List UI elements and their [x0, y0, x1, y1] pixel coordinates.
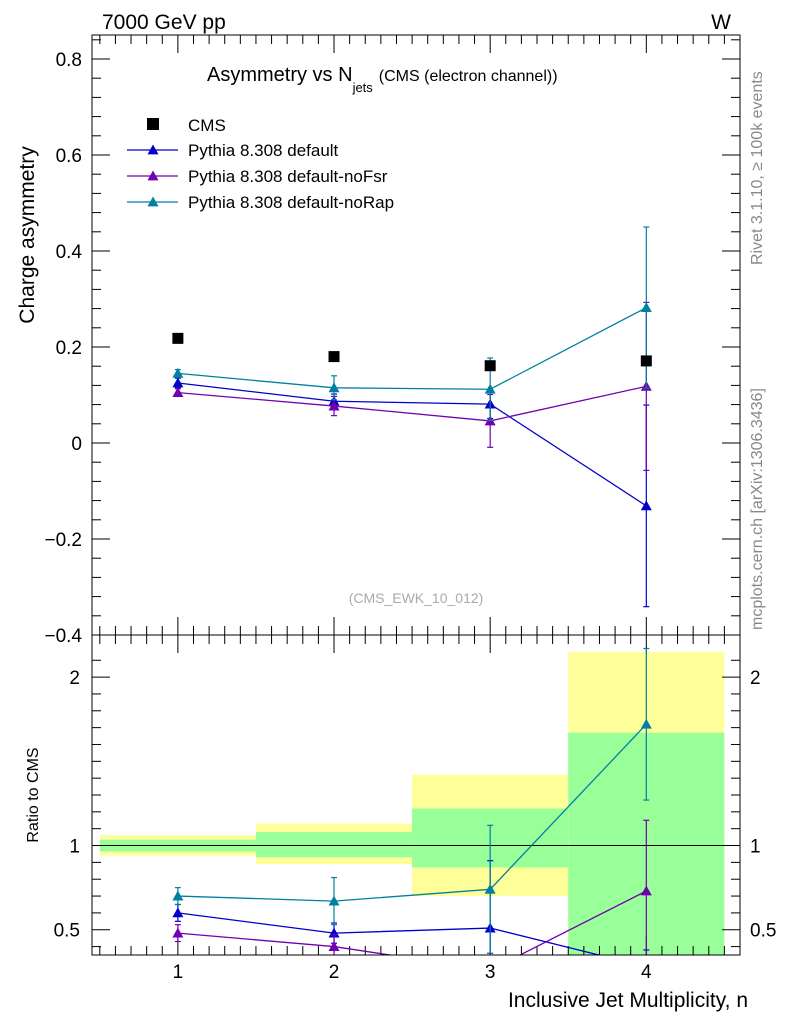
pythia-8-308-default-norap-point — [172, 367, 184, 378]
legend-cms-label: CMS — [188, 116, 226, 135]
ratio-pythia-8-308-default-norap-point — [640, 718, 652, 729]
ratio-pythia-8-308-default-norap-point — [328, 895, 340, 906]
mcplots-reference-label: mcplots.cern.ch [arXiv:1306.3436] — [749, 388, 766, 630]
pythia-8-308-default-norap-point — [640, 302, 652, 313]
plot-title-subscript: jets — [352, 80, 374, 95]
cms-data-point — [640, 355, 652, 367]
top-y-tick-label: 0.6 — [56, 146, 82, 167]
bottom-x-tick-labels: 1 2 3 4 — [173, 962, 652, 983]
bottom-plot-frame — [91, 634, 741, 956]
legend-pythia-8-308-default-label: Pythia 8.308 default — [188, 141, 339, 160]
ratio-plot: 0.5 0.5 1 1 2 2 1 2 3 4 Ratio to CMS Inclusive J… — [25, 634, 777, 1012]
plot-title-tail: (CMS (electron channel)) — [379, 68, 558, 85]
ratio-pythia-8-308-default-nofsr-point — [640, 885, 652, 896]
pythia-8-308-default-nofsr-point — [172, 387, 184, 397]
cms-data-point — [484, 360, 496, 372]
uncertainty-band-stat — [255, 832, 413, 858]
bottom-series-group — [172, 647, 652, 955]
ratio-pythia-8-308-default-line — [177, 912, 602, 955]
legend: CMS Pythia 8.308 default Pythia 8.308 defa… — [127, 116, 394, 212]
legend-pythia-8-308-default-norap-marker — [147, 196, 159, 207]
bottom-y-tick-label-right: 1 — [750, 837, 761, 858]
cms-data-point — [172, 332, 184, 344]
top-y-tick-label: −0.4 — [44, 626, 82, 647]
pythia-8-308-default-nofsr-point — [328, 400, 340, 411]
cms-data-point — [328, 351, 340, 363]
ratio-pythia-8-308-default-norap-point — [484, 883, 496, 894]
ratio-pythia-8-308-default-norap-line — [177, 723, 647, 902]
bottom-y-tick-label-right: 2 — [750, 668, 761, 689]
plot-title-main: Asymmetry vs N — [207, 64, 353, 86]
pythia-8-308-default-norap-point — [484, 383, 496, 394]
top-y-tick-label: 0.4 — [56, 242, 83, 263]
bottom-y-axis-label: Ratio to CMS — [25, 747, 42, 842]
top-y-tick-label: 0.2 — [56, 338, 82, 359]
header-right-label: W — [711, 11, 731, 34]
plot-title: Asymmetry vs Njets (CMS (electron channel… — [207, 64, 558, 95]
top-y-axis-label: Charge asymmetry — [16, 146, 39, 324]
bottom-axis-ticks — [92, 635, 740, 955]
top-y-tick-label: 0 — [71, 434, 82, 455]
top-axis-ticks — [92, 35, 740, 636]
legend-pythia-8-308-default-nofsr-marker — [147, 170, 159, 181]
bottom-y-tick-labels: 0.5 0.5 1 1 2 2 — [54, 668, 777, 942]
pythia-8-308-default-norap-point — [328, 382, 340, 393]
x-tick-label: 1 — [173, 962, 184, 983]
analysis-watermark: (CMS_EWK_10_012) — [349, 590, 484, 606]
pythia-8-308-default-point — [172, 377, 184, 388]
asymmetry-plot: Asymmetry vs Njets (CMS (electron channel… — [16, 34, 741, 647]
ratio-pythia-8-308-default-point — [172, 907, 184, 918]
bottom-y-tick-label: 1 — [69, 837, 80, 858]
pythia-8-308-default-point — [640, 500, 652, 511]
ratio-pythia-8-308-default-nofsr-point — [172, 927, 184, 938]
top-y-tick-label: 0.8 — [56, 50, 82, 71]
x-axis-label: Inclusive Jet Multiplicity, n — [508, 989, 748, 1012]
top-y-tick-labels: −0.4 −0.2 0 0.2 0.4 0.6 0.8 — [44, 50, 82, 647]
top-y-tick-label: −0.2 — [44, 530, 82, 551]
bottom-y-tick-label: 2 — [69, 668, 80, 689]
x-tick-label: 3 — [485, 962, 496, 983]
ratio-pythia-8-308-default-norap-point — [172, 890, 184, 901]
legend-pythia-8-308-default-marker — [147, 144, 159, 155]
pythia-8-308-default-norap-line — [177, 307, 647, 390]
ratio-pythia-8-308-default-nofsr-point — [328, 941, 340, 951]
legend-cms-marker — [147, 118, 159, 130]
uncertainty-bands — [92, 651, 740, 955]
rivet-version-label: Rivet 3.1.10, ≥ 100k events — [749, 71, 766, 265]
bottom-y-tick-label: 0.5 — [54, 921, 80, 942]
pythia-8-308-default-nofsr-line — [177, 385, 647, 422]
ratio-pythia-8-308-default-nofsr-line — [177, 890, 647, 955]
legend-pythia-8-308-default-nofsr-label: Pythia 8.308 default-noFsr — [188, 167, 388, 186]
header-left-label: 7000 GeV pp — [102, 11, 226, 34]
x-tick-label: 2 — [329, 962, 340, 983]
top-series-group — [172, 226, 652, 608]
pythia-8-308-default-line — [177, 382, 647, 507]
legend-pythia-8-308-default-norap-label: Pythia 8.308 default-noRap — [188, 193, 394, 212]
bottom-y-tick-label-right: 0.5 — [750, 921, 776, 942]
x-tick-label: 4 — [641, 962, 652, 983]
